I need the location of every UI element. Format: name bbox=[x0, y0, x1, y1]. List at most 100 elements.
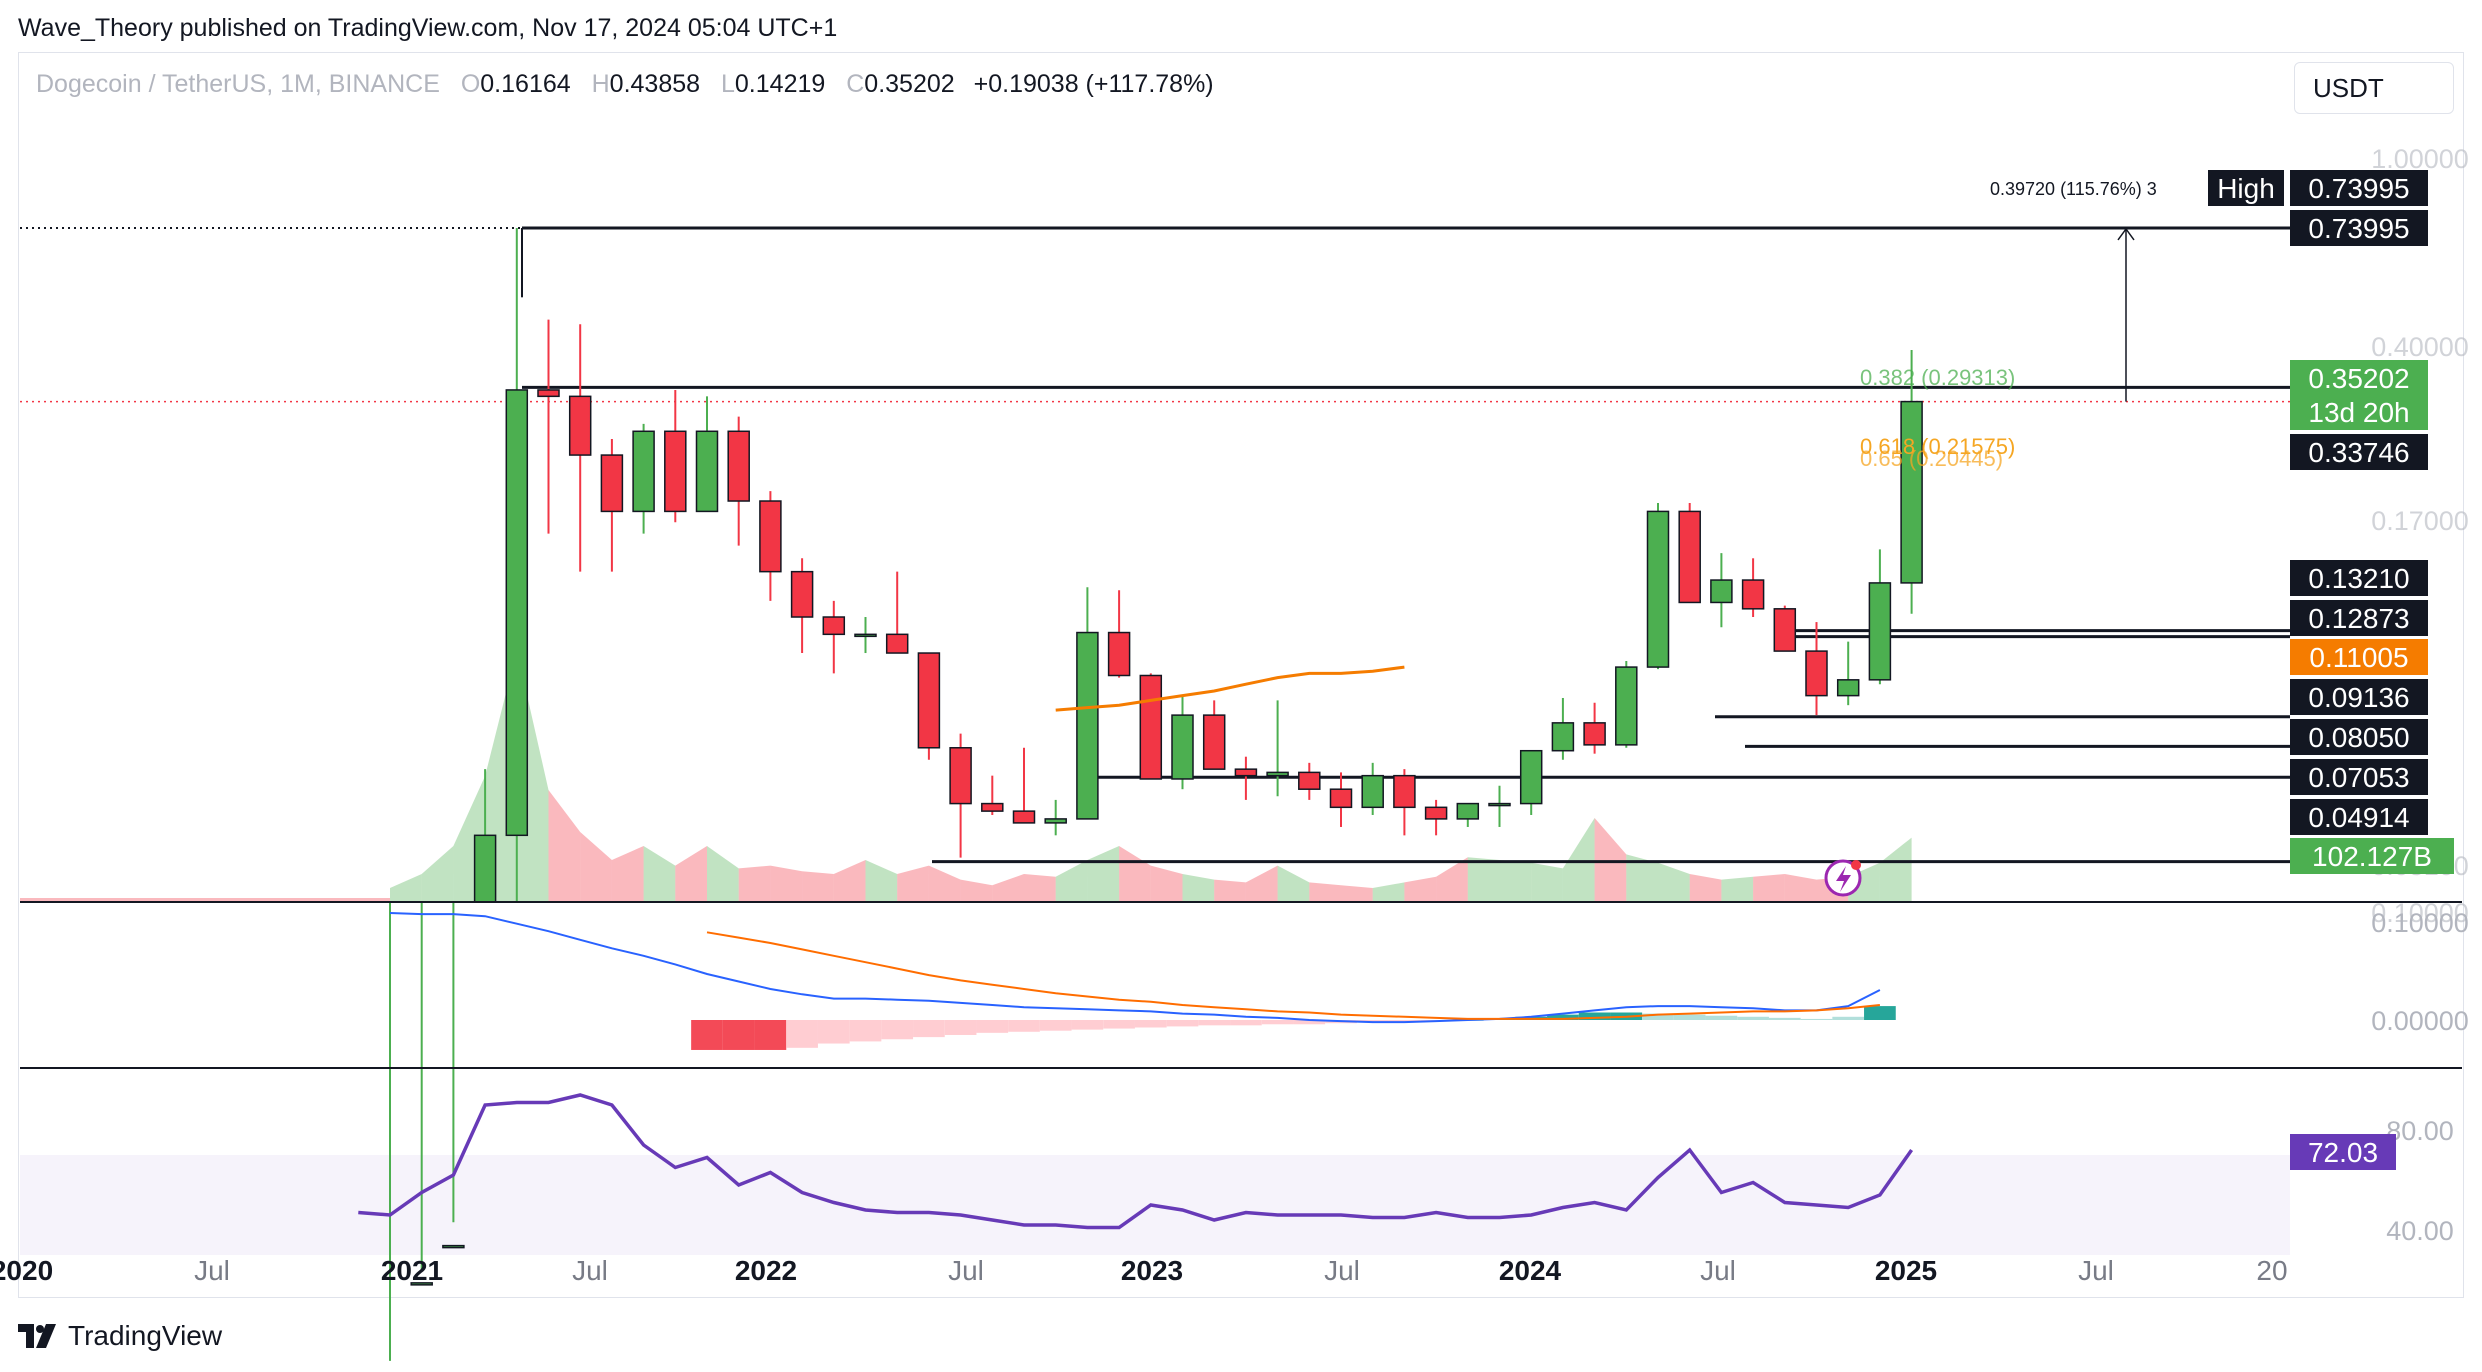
chart-frame bbox=[18, 52, 2464, 1298]
candle-body bbox=[1202, 714, 1226, 770]
candle bbox=[822, 600, 846, 674]
rsi-axis-tick: 80.00 bbox=[2386, 1116, 2454, 1146]
currency-selector[interactable]: USDT bbox=[2294, 62, 2454, 114]
candle-body bbox=[1044, 818, 1067, 824]
candle bbox=[1234, 756, 1258, 800]
candle-body bbox=[1741, 579, 1765, 610]
volume-area bbox=[802, 871, 834, 902]
macd-histogram-bar bbox=[786, 1020, 818, 1048]
last-price-tag-text: 0.35202 bbox=[2308, 363, 2409, 394]
candle-body bbox=[1773, 608, 1797, 652]
candle bbox=[1519, 749, 1543, 815]
fib-level-label: 0.65 (0.20445) bbox=[1860, 446, 2003, 471]
candle bbox=[632, 423, 655, 534]
candle bbox=[1361, 762, 1384, 815]
candle bbox=[1583, 702, 1606, 754]
high-tag: High bbox=[2208, 170, 2284, 206]
level-tag: 0.04914 bbox=[2290, 799, 2428, 835]
candle-body bbox=[473, 834, 497, 903]
macd-histogram-bar bbox=[1673, 1014, 1706, 1020]
candle bbox=[1551, 697, 1575, 760]
level-tag-text: 0.07053 bbox=[2308, 762, 2409, 793]
high-value-tag-bg bbox=[2290, 170, 2428, 206]
macd-histogram-bar bbox=[1800, 1018, 1833, 1020]
time-axis-tick: 2024 bbox=[1499, 1255, 1562, 1286]
candle-body bbox=[1393, 774, 1416, 809]
volume-area bbox=[580, 832, 612, 902]
macd-histogram-bar bbox=[817, 1020, 850, 1044]
close-key: C bbox=[846, 70, 865, 98]
countdown-tag-bg bbox=[2290, 394, 2428, 430]
candle bbox=[568, 324, 592, 572]
candle bbox=[1615, 660, 1638, 748]
candle bbox=[505, 227, 529, 902]
level-tag: 0.73995 bbox=[2290, 210, 2428, 246]
rsi-line bbox=[358, 1093, 1914, 1230]
candle-body bbox=[1298, 771, 1321, 790]
candle-body bbox=[664, 430, 687, 513]
level-tag-bg bbox=[2290, 434, 2428, 470]
candle bbox=[1805, 622, 1828, 716]
candle bbox=[1139, 673, 1163, 780]
ema-value-tag: 0.11005 bbox=[2290, 639, 2428, 675]
candle bbox=[1393, 769, 1416, 836]
candle-body bbox=[442, 1244, 465, 1249]
macd-histogram-bar bbox=[1832, 1016, 1865, 1020]
candle bbox=[1900, 349, 1923, 614]
volume-area bbox=[1245, 865, 1278, 902]
open-value: 0.16164 bbox=[480, 70, 571, 98]
candle bbox=[1107, 590, 1131, 678]
candle-body bbox=[1107, 631, 1131, 677]
macd-histogram-bar bbox=[1071, 1020, 1104, 1030]
candle-body bbox=[1583, 722, 1606, 746]
candle bbox=[1076, 587, 1099, 820]
candle bbox=[600, 438, 624, 572]
candle-body bbox=[600, 454, 624, 513]
time-axis-tick: Jul bbox=[1700, 1255, 1736, 1286]
candle bbox=[537, 319, 560, 534]
tradingview-logo[interactable]: TradingView bbox=[18, 1320, 222, 1352]
candle bbox=[854, 617, 877, 654]
price-axis-tick: 0.10000 bbox=[2371, 898, 2469, 928]
candle-body bbox=[917, 652, 941, 749]
candle bbox=[790, 558, 814, 654]
level-tag-bg bbox=[2290, 679, 2428, 715]
symbol-name[interactable]: Dogecoin / TetherUS, 1M, BINANCE bbox=[36, 70, 440, 98]
open-key: O bbox=[460, 70, 481, 98]
volume-area bbox=[1848, 862, 1880, 902]
macd-histogram-bar bbox=[944, 1020, 977, 1035]
volume-area bbox=[1721, 876, 1754, 902]
macd-histogram-bar bbox=[913, 1020, 945, 1038]
candle-body bbox=[1424, 806, 1448, 820]
macd-line bbox=[389, 912, 1881, 1024]
macd-histogram-bar bbox=[691, 1020, 723, 1050]
candle bbox=[1868, 549, 1892, 685]
volume-tag-text: 102.127B bbox=[2312, 841, 2432, 872]
time-axis-tick: Jul bbox=[2078, 1255, 2114, 1286]
candle bbox=[1456, 802, 1480, 827]
macd-histogram-bar bbox=[1039, 1020, 1072, 1031]
candle-body bbox=[1361, 774, 1384, 809]
candle bbox=[1202, 700, 1226, 770]
macd-histogram-bar bbox=[1356, 1020, 1389, 1023]
macd-histogram-bar bbox=[881, 1020, 914, 1040]
candle-body bbox=[1456, 802, 1480, 820]
time-axis-tick: Jul bbox=[1324, 1255, 1360, 1286]
time-axis-tick: 2023 bbox=[1121, 1255, 1183, 1286]
candle-body bbox=[790, 570, 814, 618]
volume-area bbox=[738, 865, 771, 902]
symbol-legend: Dogecoin / TetherUS, 1M, BINANCE O0.1616… bbox=[36, 70, 1214, 99]
measure-arrowhead bbox=[2117, 227, 2135, 241]
macd-histogram-bar bbox=[1864, 1006, 1896, 1020]
level-tag: 0.08050 bbox=[2290, 719, 2428, 755]
candle-body bbox=[1710, 579, 1733, 604]
volume-area bbox=[1753, 874, 1785, 902]
level-tag-bg bbox=[2290, 799, 2428, 835]
candle-body bbox=[1012, 810, 1036, 824]
macd-histogram-bar bbox=[1642, 1013, 1674, 1020]
fib-level-label: 0.618 (0.21575) bbox=[1860, 434, 2015, 459]
candle-body bbox=[568, 395, 592, 456]
volume-tag: 102.127B bbox=[2290, 838, 2454, 874]
level-tag-text: 0.04914 bbox=[2308, 802, 2409, 833]
